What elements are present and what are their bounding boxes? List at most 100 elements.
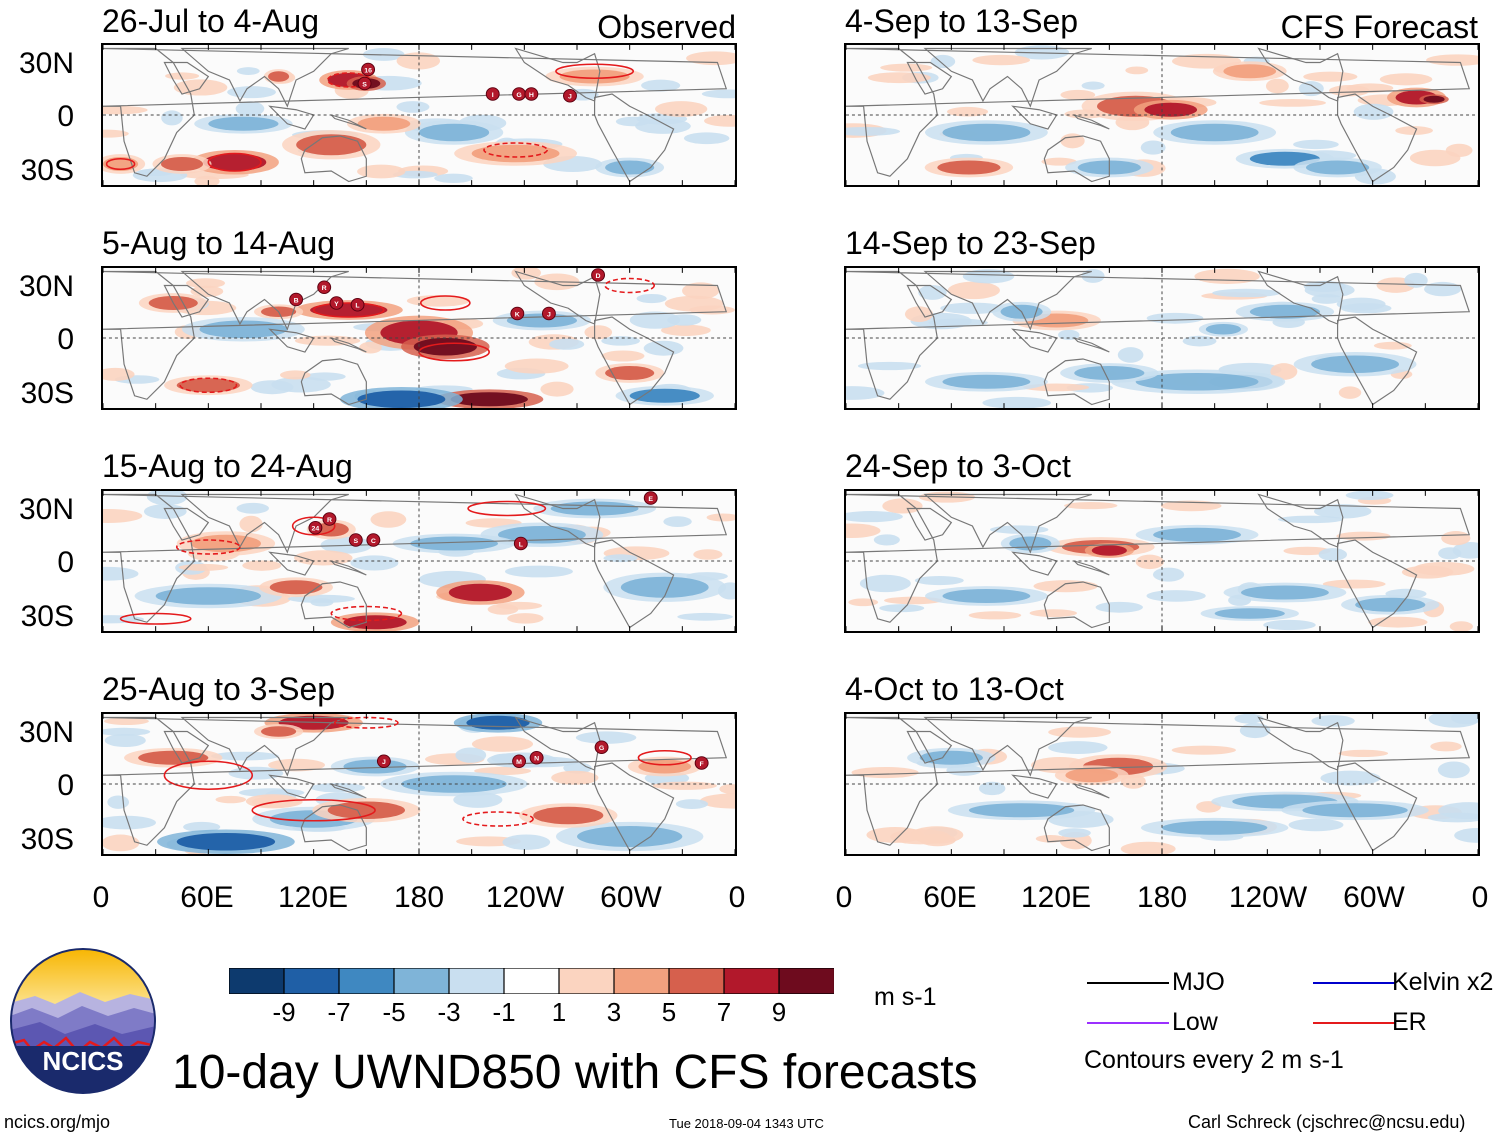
anomaly-shading [846,491,1478,631]
legend-line-kelvin [1313,982,1395,984]
map-panel-observed-3: 24 R S C L E [101,489,737,633]
storm-label: B [294,297,299,304]
tropical-cyclone-marker: G [594,740,609,755]
storm-label: D [596,273,601,280]
lon-tick-label: 180 [1136,881,1188,914]
tropical-cyclone-marker: L [350,297,365,312]
contours-note: Contours every 2 m s-1 [1084,1046,1344,1074]
lat-tick-label: 0 [57,100,74,133]
legend-label: Kelvin x2 [1392,968,1494,996]
storm-label: J [568,94,572,101]
anomaly-shading [851,714,1478,854]
colorbar-swatch [228,967,286,995]
tropical-cyclone-marker: F [694,756,709,770]
colorbar-units: m s-1 [874,983,937,1011]
tropical-cyclone-marker: E [643,491,658,505]
coastlines [103,47,728,183]
storm-label: N [534,756,539,763]
tropical-cyclone-marker: J [376,754,391,769]
tropical-cyclone-marker: D [591,268,606,282]
lat-tick-label: 0 [57,769,74,802]
tropical-cyclone-marker: Y [329,296,344,310]
storm-label: J [382,759,386,766]
storm-label: E [648,496,653,503]
tropical-cyclone-marker: J [563,88,577,103]
timestamp: Tue 2018-09-04 1343 UTC [669,1116,824,1131]
colorbar-swatch [283,967,341,995]
storm-label: G [599,745,604,752]
storm-label: L [355,303,359,310]
colorbar-swatch [668,967,726,995]
storm-label: Y [334,301,339,308]
map-panel-forecast-2 [844,266,1480,410]
tropical-cyclone-marker: B [289,292,304,307]
tropical-cyclone-marker: J [541,306,556,321]
lon-tick-label: 0 [835,881,853,914]
website-link[interactable]: ncics.org/mjo [4,1112,111,1132]
legend-label: Low [1172,1008,1218,1036]
coastlines [846,270,1471,406]
map-panel-observed-4: J M N G F [101,712,737,856]
lon-tick-label: 0 [1471,881,1489,914]
tropical-cyclone-marker: L [513,536,528,551]
lat-tick-label: 30N [18,47,74,80]
colorbar-swatch [448,967,506,995]
colorbar-tick: -9 [272,997,296,1027]
storm-label: 16 [364,67,372,74]
map-panel-forecast-3 [844,489,1480,633]
lon-tick-label: 0 [92,881,110,914]
tropical-cyclone-marker: M [512,754,527,769]
tropical-cyclone-marker: 24 [308,520,323,535]
logo-text: NCICS [43,1046,124,1076]
lon-tick-label: 0 [728,881,746,914]
storm-label: S [353,538,358,545]
colorbar-swatch [393,967,451,995]
forecast-label: CFS Forecast [1280,9,1478,45]
anomaly-shading [846,45,1478,185]
map-panel-forecast-1 [844,43,1480,187]
colorbar-tick: 5 [661,997,677,1027]
storm-label: C [371,538,376,545]
colorbar-swatch [778,967,836,995]
colorbar-swatch [723,967,781,995]
tropical-cyclone-marker: N [529,750,544,765]
lat-tick-label: 30S [20,823,74,856]
colorbar-tick: -7 [327,997,351,1027]
panel-title: 14-Sep to 23-Sep [845,225,1096,261]
tropical-cyclone-marker: R [317,280,332,295]
colorbar-tick: 7 [716,997,732,1027]
colorbar-tick: 9 [771,997,787,1027]
legend-line-er [1313,1022,1395,1024]
panel-title: 15-Aug to 24-Aug [102,448,353,484]
lon-tick-label: 120E [1020,881,1092,914]
colorbar-swatch [613,967,671,995]
storm-label: L [519,541,523,548]
tropical-cyclone-marker: C [366,533,381,547]
coastlines [846,493,1471,629]
map-panel-observed-1: 16 S I G H J [101,43,737,187]
storm-label: R [327,517,332,524]
colorbar-tick: 1 [551,997,567,1027]
storm-label: S [362,81,367,88]
ncics-logo: NCICS [10,948,156,1094]
lon-tick-label: 120W [1228,881,1308,914]
lat-tick-label: 30S [20,154,74,187]
lat-tick-label: 0 [57,546,74,579]
tropical-cyclone-marker: S [348,533,363,547]
storm-label: R [322,285,327,292]
lon-tick-label: 120E [277,881,349,914]
er-contours [119,500,547,625]
panel-title: 5-Aug to 14-Aug [102,225,336,261]
lon-tick-label: 180 [393,881,445,914]
coastlines [846,716,1471,852]
lat-tick-label: 30S [20,600,74,633]
tropical-cyclone-marker: K [510,306,525,321]
lon-tick-label: 120W [485,881,565,914]
storm-label: G [516,92,521,99]
legend-line-mjo [1087,982,1169,984]
coastlines [103,270,728,406]
colorbar-tick: -5 [382,997,406,1027]
map-panel-observed-2: B R Y L K J D [101,266,737,410]
tropical-cyclone-marker: I [485,87,500,101]
panel-title: 4-Sep to 13-Sep [845,3,1079,39]
